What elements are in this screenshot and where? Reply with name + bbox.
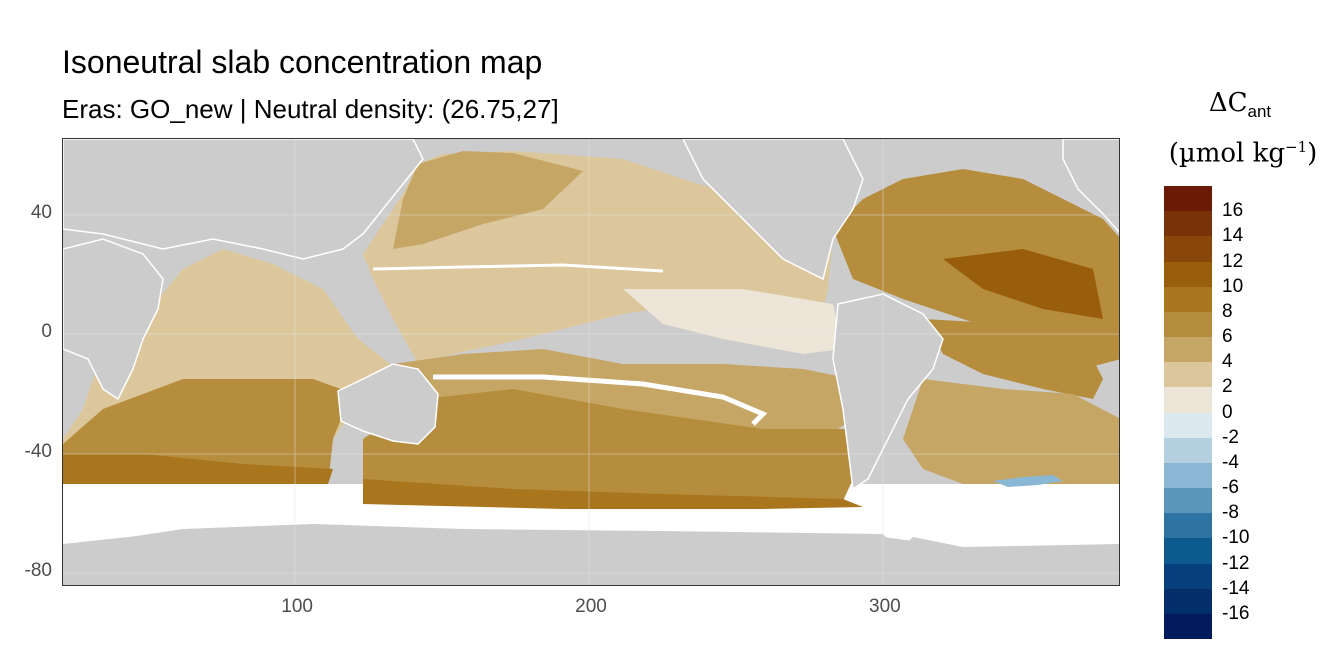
- chart-subtitle: Eras: GO_new | Neutral density: (26.75,2…: [62, 94, 559, 124]
- equatorial-pacific-east: [623, 289, 843, 354]
- legend-label: 12: [1222, 250, 1244, 272]
- legend-label: 8: [1222, 300, 1233, 322]
- legend-label: -8: [1222, 502, 1239, 524]
- legend-label: -6: [1222, 477, 1239, 498]
- tropical-atlantic: [923, 319, 1103, 399]
- south-atlantic: [903, 379, 1119, 484]
- gridlines: [63, 139, 1119, 585]
- weddell-sea: [993, 475, 1063, 487]
- legend-color-step: [1164, 362, 1212, 388]
- legend-color-step: [1164, 488, 1212, 514]
- legend-color-step: [1164, 311, 1212, 338]
- legend-color-step: [1164, 462, 1212, 489]
- legend-units: (µmol kg−1): [1158, 138, 1328, 169]
- y-tick-label: -80: [24, 560, 52, 582]
- legend-label: 4: [1222, 351, 1233, 373]
- map-panel: [62, 138, 1120, 586]
- africa: [63, 238, 164, 401]
- legend-color-step: [1164, 387, 1212, 413]
- south-pacific-deep: [363, 389, 853, 504]
- antarctica: [63, 527, 1119, 585]
- south-america: [832, 293, 944, 491]
- legend-units-main: (µmol kg: [1168, 138, 1286, 169]
- legend-color-step: [1164, 412, 1212, 439]
- x-tick-label: 300: [869, 596, 901, 617]
- legend-color-step: [1164, 513, 1212, 539]
- legend-units-exp: −1: [1285, 138, 1308, 156]
- x-tick-label: 100: [281, 596, 313, 617]
- north-atlantic-core: [943, 249, 1103, 319]
- y-tick-label: 0: [41, 321, 52, 343]
- legend-color-step: [1164, 538, 1212, 564]
- legend-color-step: [1164, 563, 1212, 590]
- legend-label: 14: [1222, 225, 1244, 247]
- north-america: [682, 139, 864, 281]
- equatorial-stripe-south: [433, 374, 768, 426]
- southern-white-band: [63, 484, 1119, 551]
- legend-label: 10: [1222, 275, 1244, 297]
- legend-subscript: ant: [1247, 102, 1272, 122]
- y-tick-label: -40: [24, 440, 52, 462]
- legend-title: ΔCant: [1170, 88, 1310, 122]
- chart-title: Isoneutral slab concentration map: [62, 44, 543, 80]
- equatorial-stripe-north: [372, 263, 664, 273]
- legend-label: -2: [1222, 426, 1239, 448]
- legend-label: 16: [1222, 200, 1244, 222]
- legend-color-step: [1164, 236, 1212, 262]
- australia: [337, 363, 439, 445]
- y-tick-label: 40: [30, 201, 52, 223]
- map-svg: [63, 139, 1119, 585]
- asia: [63, 139, 424, 260]
- legend-colorbar: [1164, 186, 1212, 640]
- legend-color-step: [1164, 588, 1212, 615]
- legend-color-step: [1164, 286, 1212, 313]
- legend-color-step: [1164, 211, 1212, 237]
- legend-label: -12: [1222, 552, 1250, 574]
- europe: [1062, 139, 1119, 233]
- legend-label: -16: [1222, 602, 1250, 624]
- legend-label: 2: [1222, 376, 1233, 398]
- southern-ocean-pacific: [363, 479, 863, 509]
- legend-label: 0: [1222, 401, 1233, 423]
- legend-label: -14: [1222, 577, 1250, 599]
- x-tick-label: 200: [575, 596, 607, 617]
- legend-color-step: [1164, 261, 1212, 288]
- legend-label: -4: [1222, 451, 1239, 473]
- legend-color-step: [1164, 613, 1212, 640]
- legend-symbol: ΔC: [1208, 88, 1248, 118]
- legend-color-step: [1164, 437, 1212, 464]
- legend-color-step: [1164, 186, 1212, 212]
- legend-label: 6: [1222, 326, 1233, 347]
- legend-color-step: [1164, 337, 1212, 363]
- indian-ocean-southern-band: [63, 454, 333, 484]
- north-pacific-west: [393, 151, 583, 249]
- legend-units-close: ): [1307, 138, 1318, 169]
- legend-label: -10: [1222, 527, 1250, 549]
